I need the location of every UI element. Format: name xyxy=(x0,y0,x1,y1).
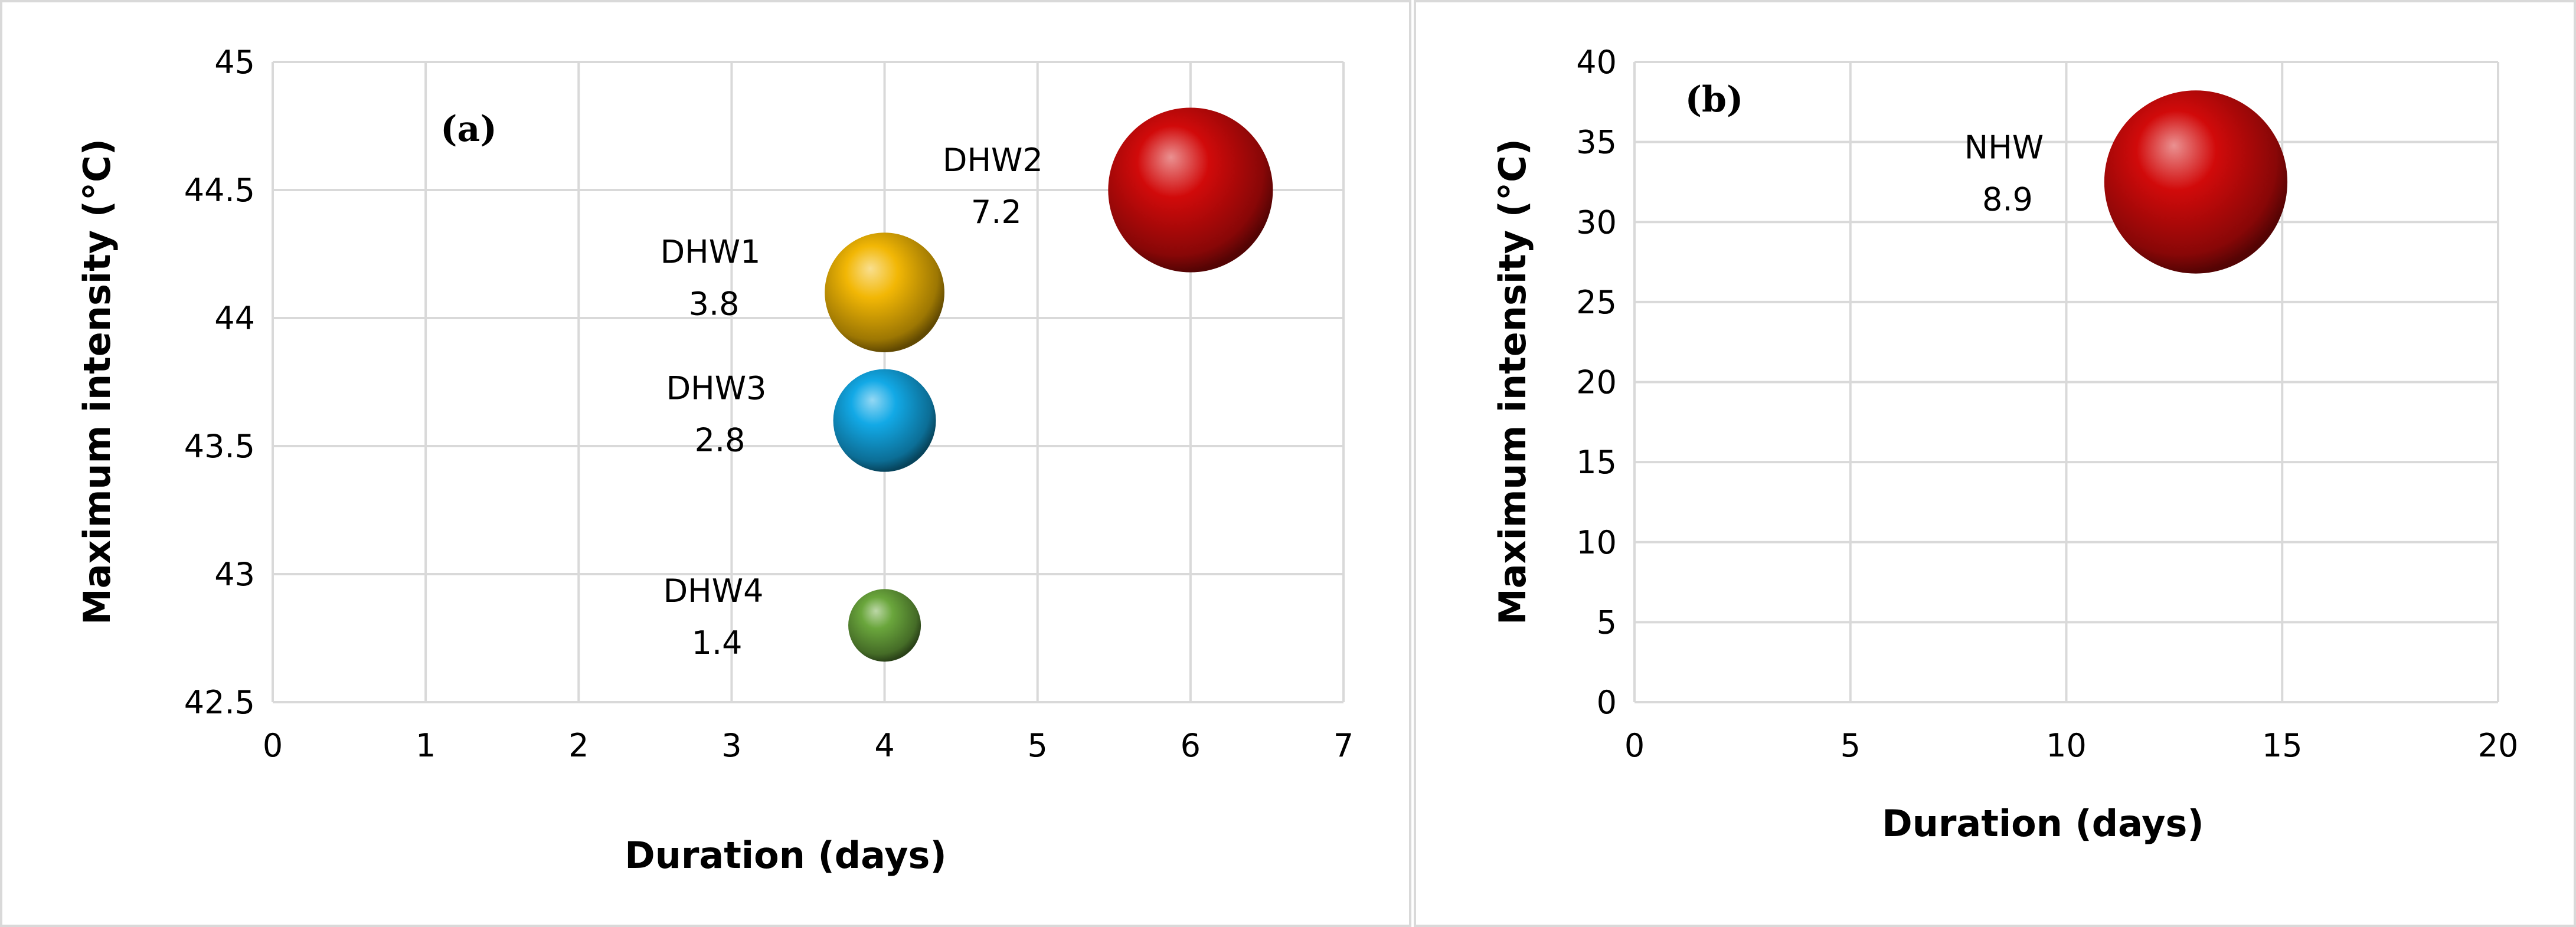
y-tick-label: 15 xyxy=(1576,444,1617,481)
x-tick-label: 0 xyxy=(263,727,283,764)
y-tick-label: 42.5 xyxy=(184,684,255,721)
bubble-value-label: 7.2 xyxy=(971,194,1022,231)
bubble-nhw xyxy=(2104,90,2288,274)
x-tick-label: 6 xyxy=(1181,727,1201,764)
y-tick-label: 30 xyxy=(1576,204,1617,241)
bubble-dhw1 xyxy=(825,232,944,352)
x-tick-label: 4 xyxy=(874,727,894,764)
x-axis-title: Duration (days) xyxy=(1882,802,2204,845)
bubble-chart-b: 0 5 10 15 20 0 5 10 15 20 25 30 35 40 Duration (days) M… xyxy=(1491,44,2519,845)
bubble-value-label: 2.8 xyxy=(695,422,746,459)
chart-panel-b: 0 5 10 15 20 0 5 10 15 20 25 30 35 40 Duration (days) M… xyxy=(1414,0,2576,927)
y-tick-label: 40 xyxy=(1576,44,1617,81)
y-tick-label: 44.5 xyxy=(184,172,255,209)
bubble-dhw2 xyxy=(1108,107,1273,273)
y-tick-label: 43 xyxy=(214,556,255,593)
bubble-name-label: DHW1 xyxy=(661,234,761,271)
bubble-value-label: 3.8 xyxy=(689,286,740,323)
bubble-name-label: DHW4 xyxy=(663,572,764,610)
bubble-dhw4 xyxy=(848,589,921,662)
y-axis-title: Maximum intensity (°C) xyxy=(1491,139,1534,625)
y-tick-label: 0 xyxy=(1597,684,1617,721)
y-tick-label: 44 xyxy=(214,300,255,337)
x-tick-label: 5 xyxy=(1028,727,1048,764)
panel-label: (a) xyxy=(440,109,497,150)
y-tick-label: 45 xyxy=(214,44,255,81)
bubble-name-label: DHW3 xyxy=(666,370,767,407)
bubble-name-label: NHW xyxy=(1964,129,2044,166)
y-tick-label: 35 xyxy=(1576,124,1617,161)
y-tick-label: 20 xyxy=(1576,364,1617,401)
x-tick-label: 15 xyxy=(2262,727,2303,764)
panel-label: (b) xyxy=(1685,79,1744,120)
x-tick-label: 0 xyxy=(1624,727,1645,764)
x-tick-label: 2 xyxy=(568,727,589,764)
chart-panel-a: 0 1 2 3 4 5 6 7 42.5 43 43.5 44 44.5 45 Duration (days… xyxy=(0,0,1411,927)
bubble-name-label: DHW2 xyxy=(943,142,1043,179)
x-tick-label: 10 xyxy=(2046,727,2087,764)
x-tick-label: 20 xyxy=(2478,727,2519,764)
x-axis-title: Duration (days) xyxy=(625,834,947,877)
bubble-value-label: 8.9 xyxy=(1982,181,2033,218)
x-tick-label: 3 xyxy=(721,727,741,764)
gridlines xyxy=(1633,61,2499,703)
y-tick-label: 25 xyxy=(1576,284,1617,321)
y-axis-title: Maximum intensity (°C) xyxy=(76,139,119,625)
bubble-value-label: 1.4 xyxy=(692,624,743,661)
y-tick-label: 5 xyxy=(1597,604,1617,641)
bubble-dhw3 xyxy=(833,369,936,472)
y-tick-label: 10 xyxy=(1576,524,1617,561)
x-tick-label: 5 xyxy=(1841,727,1861,764)
x-tick-label: 7 xyxy=(1333,727,1354,764)
x-tick-label: 1 xyxy=(416,727,436,764)
y-tick-label: 43.5 xyxy=(184,428,255,465)
